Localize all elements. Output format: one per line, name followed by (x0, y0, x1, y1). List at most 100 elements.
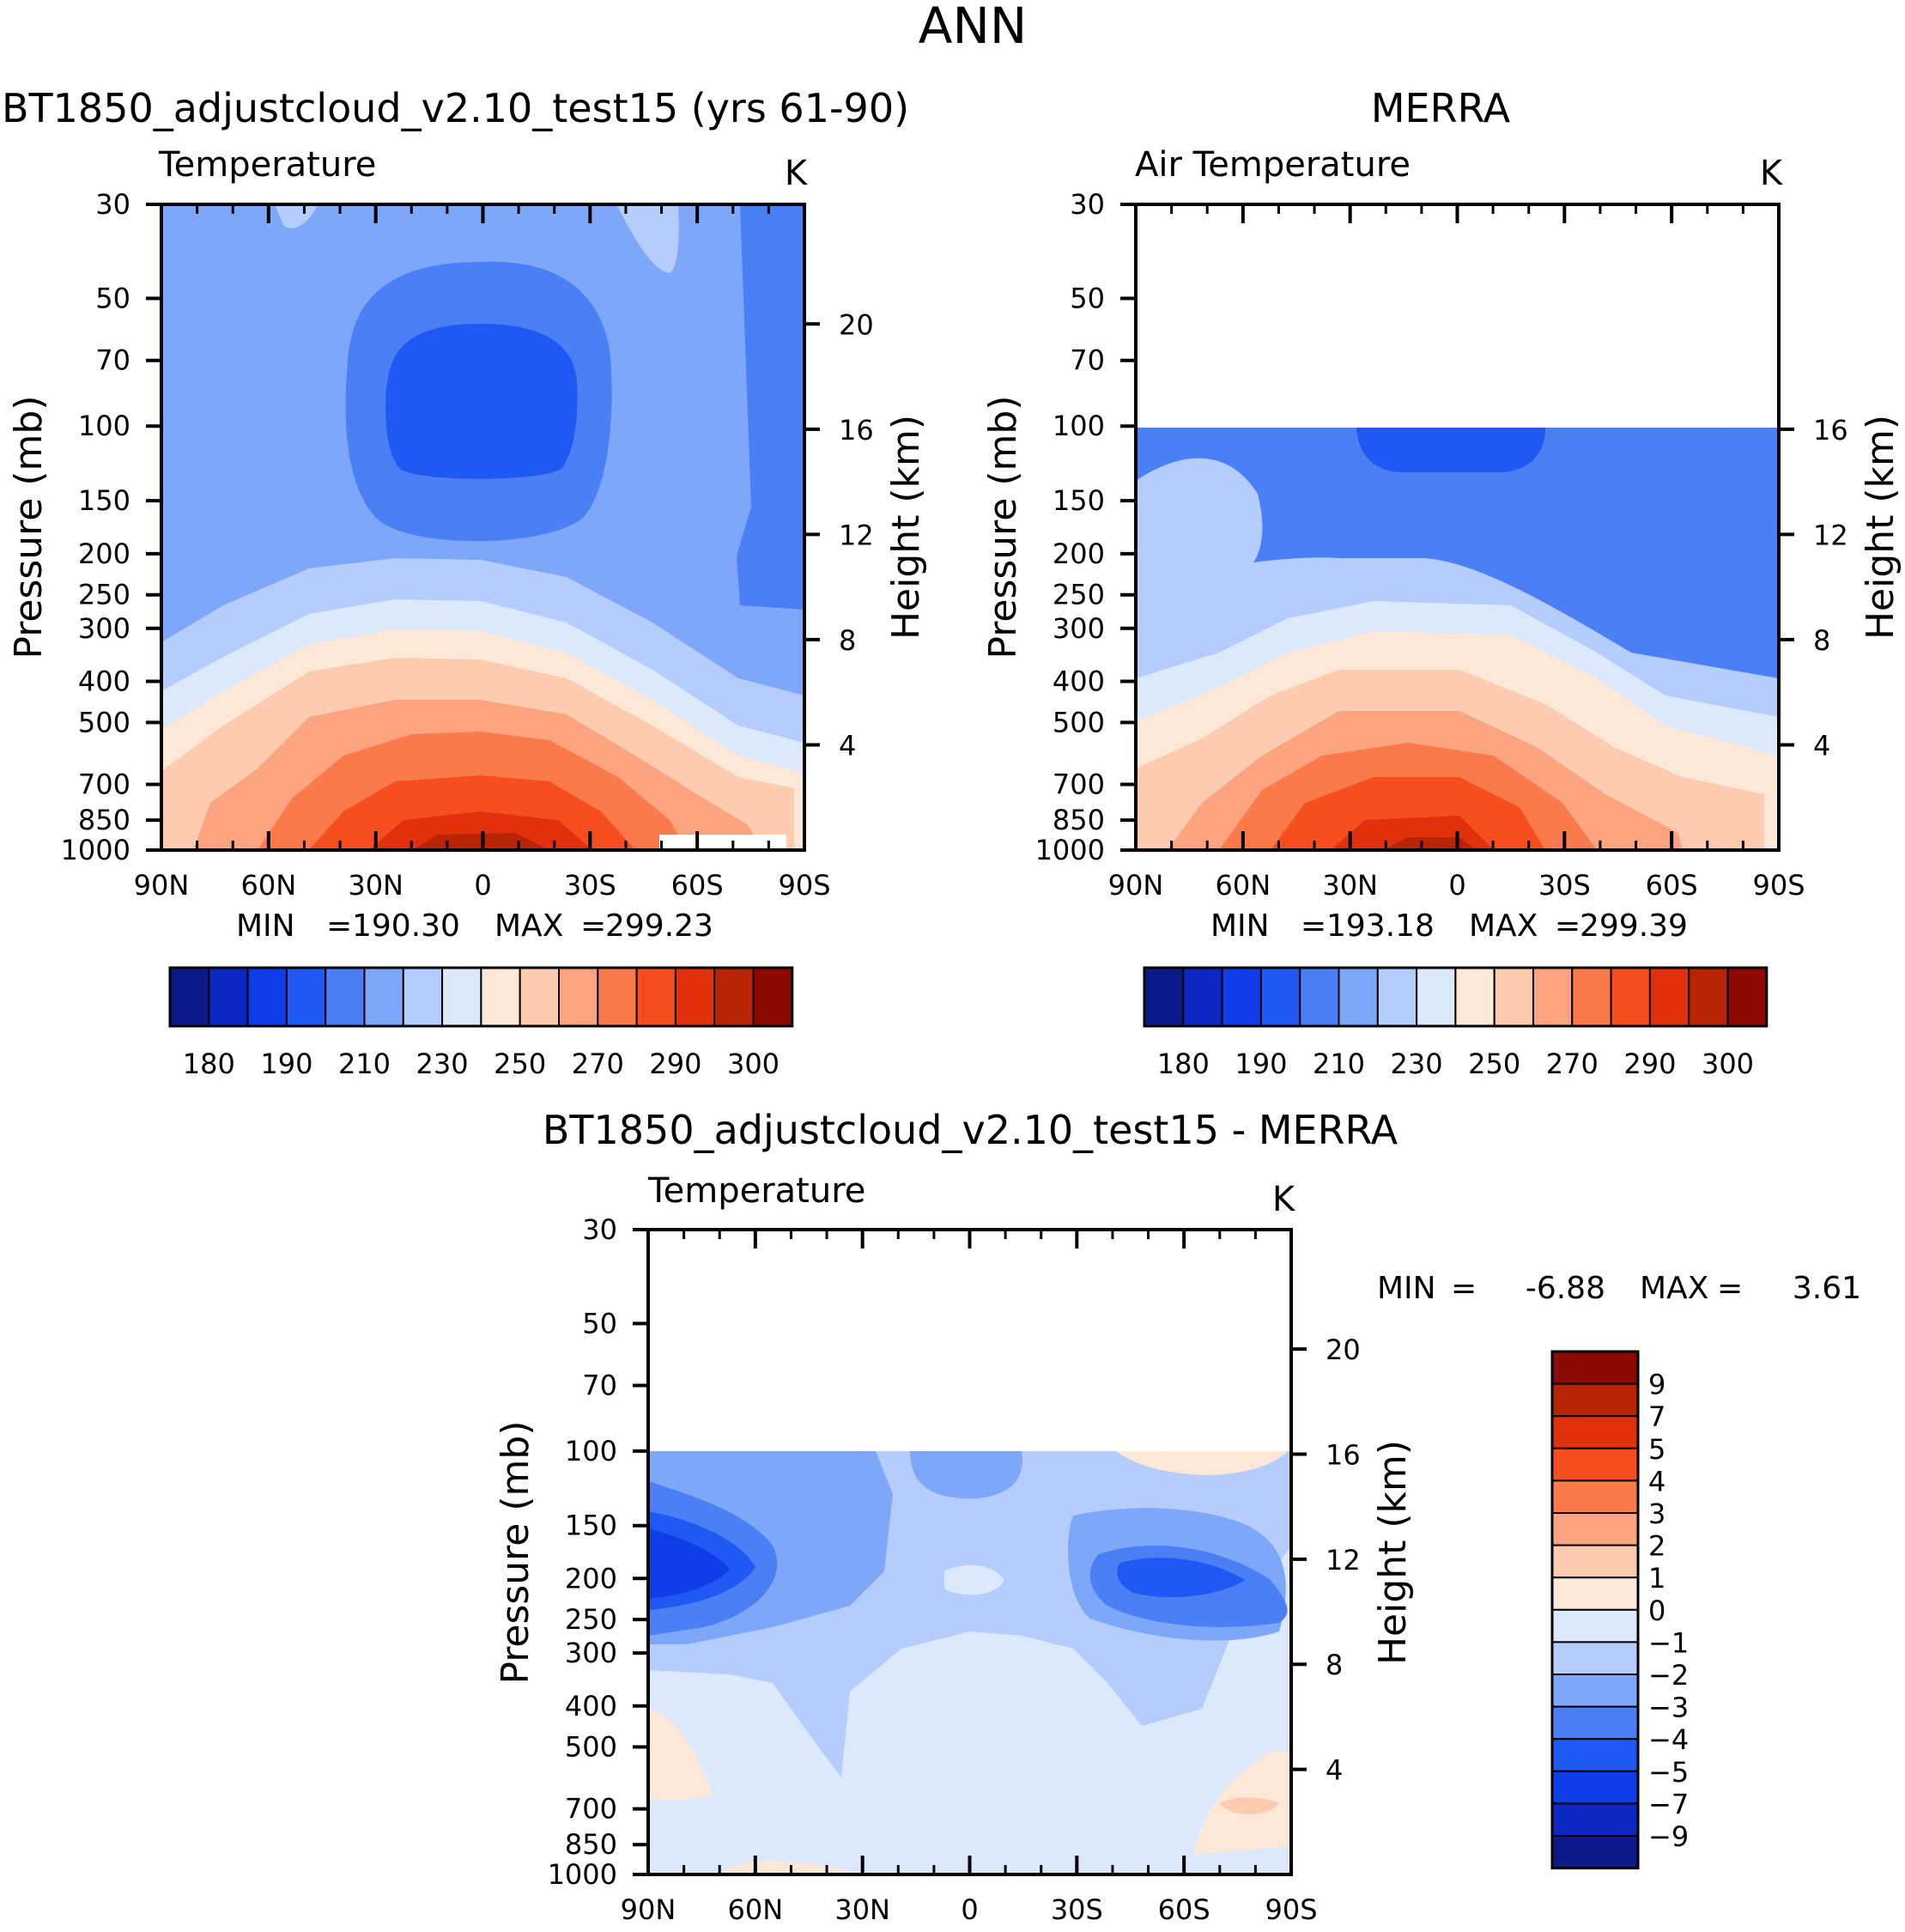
colorbar-swatch (1493, 967, 1534, 1027)
panel-obs-band-210-right (1726, 428, 1779, 532)
x-tick-label: 30S (564, 869, 616, 902)
colorbar-swatch (1182, 967, 1223, 1027)
x-tick-label: 60N (1216, 869, 1271, 902)
colorbar-outline (1143, 966, 1768, 1028)
colorbar-swatch (1299, 967, 1340, 1027)
panel-diff-ylabel: Pressure (mb) (494, 1421, 537, 1685)
panel-model-band-200-trop (385, 324, 578, 479)
colorbar-label: 300 (1702, 1048, 1754, 1080)
panel-obs-band-290 (1271, 777, 1545, 850)
y-tick-label: 100 (565, 1435, 617, 1467)
x-tick-label: 60S (1158, 1893, 1210, 1926)
colorbar-swatch (1571, 967, 1612, 1027)
panel-model-ylabel: Pressure (mb) (7, 396, 51, 659)
colorbar-swatch (441, 967, 482, 1027)
y-tick-label: 250 (1053, 579, 1105, 611)
colorbar-swatch (169, 967, 210, 1027)
panel-diff-band-0-top (1116, 1451, 1288, 1475)
x-tick-label: 90S (1752, 869, 1805, 902)
colorbar-swatch (1551, 1835, 1639, 1869)
panel-diff-min-value: -6.88 (1526, 1271, 1605, 1306)
height-tick-label: 16 (1326, 1438, 1361, 1471)
colorbar-label: 180 (1157, 1048, 1210, 1080)
y-tick-label: 30 (582, 1213, 617, 1246)
panel-model-missing (659, 835, 786, 850)
colorbar-label: −2 (1648, 1659, 1689, 1692)
panel-diff-stats: MIN = -6.88 MAX = 3.61 (1377, 1271, 1861, 1306)
x-tick-label: 90S (778, 869, 830, 902)
colorbar-swatch (480, 967, 521, 1027)
y-tick-label: 200 (1053, 538, 1105, 570)
y-tick-label: 400 (1053, 665, 1105, 697)
colorbar-label: 3 (1648, 1498, 1665, 1530)
y-tick-label: 30 (1070, 188, 1105, 221)
colorbar-label: 0 (1648, 1595, 1665, 1627)
colorbar-swatch (285, 967, 327, 1027)
y-tick-label: 150 (1053, 484, 1105, 517)
y-tick-label: 50 (95, 283, 130, 315)
colorbar-swatch (246, 967, 288, 1027)
height-tick-label: 8 (1813, 624, 1830, 657)
colorbar-swatch (1532, 967, 1574, 1027)
colorbar-label: 190 (260, 1048, 312, 1080)
colorbar-label: 230 (416, 1048, 469, 1080)
colorbar-label: 5 (1648, 1433, 1665, 1466)
x-tick-label: 60S (671, 869, 724, 902)
panel-model-plot (160, 203, 806, 852)
panel-model-min-label: MIN (236, 908, 295, 944)
y-tick-label: 850 (78, 804, 130, 836)
y-tick-label: 850 (565, 1828, 617, 1861)
x-tick-label: 30N (348, 869, 403, 902)
y-tick-label: 100 (1053, 410, 1105, 442)
panel-diff-title: Temperature (647, 1171, 865, 1211)
height-tick-label: 4 (1813, 729, 1830, 762)
y-tick-label: 150 (565, 1510, 617, 1542)
panel-model-subtitle: BT1850_adjustcloud_v2.10_test15 (yrs 61-… (2, 85, 909, 131)
panel-diff-min-label: MIN (1377, 1271, 1436, 1306)
colorbar-swatch (1551, 1738, 1639, 1772)
panel-diff-max-value: 3.61 (1793, 1271, 1861, 1306)
y-tick-label: 400 (78, 665, 130, 697)
colorbar-label: 2 (1648, 1530, 1665, 1563)
panel-model-title: Temperature (158, 145, 376, 185)
colorbar-label: −1 (1648, 1626, 1689, 1659)
y-tick-label: 70 (95, 344, 130, 377)
y-tick-label: 700 (1053, 769, 1105, 801)
y-tick-label: 30 (95, 188, 130, 221)
y-tick-label: 300 (1053, 612, 1105, 645)
colorbar-label: 9 (1648, 1369, 1665, 1401)
y-tick-label: 500 (565, 1731, 617, 1764)
panel-model-min-value: 190.30 (352, 908, 460, 944)
x-tick-label: 30S (1051, 1893, 1103, 1926)
y-tick-label: 100 (78, 410, 130, 442)
panel-model-x-axis: 90N 60N 30N 0 30S 60S 90S (134, 204, 831, 902)
x-tick-label: 30N (834, 1893, 890, 1926)
x-tick-label: 0 (474, 869, 491, 902)
panel-diff-band-0-left (648, 1709, 713, 1801)
colorbar-swatch (1726, 967, 1768, 1027)
height-tick-label: 20 (839, 308, 874, 341)
colorbar-label: −4 (1648, 1723, 1689, 1756)
panel-model-colorbar: 180 190 210 230 250 270 290 300 (168, 966, 794, 1080)
panel-model-band-240-top1 (275, 204, 318, 228)
panel-obs-min-label: MIN (1210, 908, 1270, 944)
y-tick-label: 1000 (1035, 834, 1105, 866)
x-tick-label: 0 (1448, 869, 1465, 902)
x-tick-label: 30S (1538, 869, 1591, 902)
colorbar-swatch (1648, 967, 1690, 1027)
colorbar-swatch (1551, 1382, 1639, 1418)
panel-diff-max-eq: = (1717, 1271, 1743, 1306)
colorbar-label: 180 (183, 1048, 235, 1080)
panel-diff-band-m4-right (1117, 1558, 1245, 1597)
panel-obs: MERRA Air Temperature K 90N 60N 30N 0 30S 60S… (981, 85, 1902, 1080)
x-tick-label: 90N (1108, 869, 1164, 902)
colorbar-swatch (1551, 1479, 1639, 1515)
y-tick-label: 500 (78, 706, 130, 738)
height-tick-label: 4 (839, 729, 856, 762)
colorbar-swatch (674, 967, 716, 1027)
y-tick-label: 200 (565, 1562, 617, 1595)
colorbar-swatch (402, 967, 444, 1027)
panel-obs-title: Air Temperature (1135, 145, 1411, 185)
